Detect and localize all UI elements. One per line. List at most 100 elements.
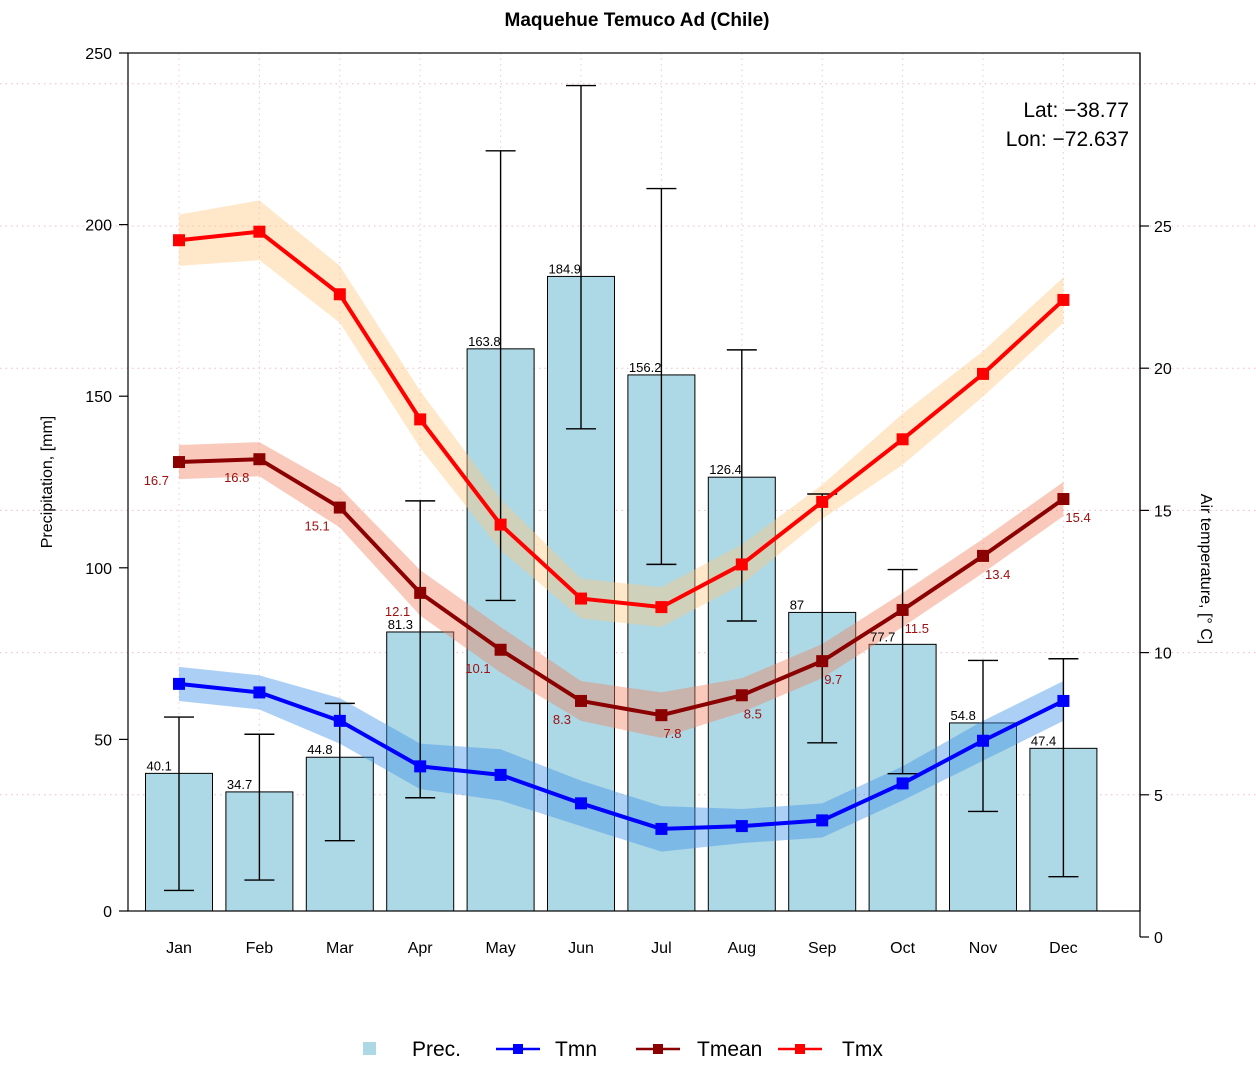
x-tick-label: Oct: [890, 940, 915, 957]
y-right-tick-label: 20: [1154, 361, 1172, 378]
tmean-value-label: 8.3: [553, 712, 571, 727]
chart-title: Maquehue Temuco Ad (Chile): [505, 10, 770, 31]
x-tick-label: Dec: [1049, 940, 1077, 957]
x-tick-label: Jun: [568, 940, 594, 957]
legend-label-tmn: Tmn: [555, 1038, 597, 1061]
marker-tmn: [816, 814, 829, 827]
precip-value-label: 47.4: [1031, 733, 1056, 748]
marker-tmx: [655, 601, 668, 614]
line-tmx: [178, 229, 1065, 610]
marker-tmx: [173, 234, 185, 247]
precip-value-label: 87: [790, 597, 804, 612]
marker-tmn: [414, 760, 427, 773]
marker-tmx: [494, 518, 507, 531]
marker-tmn: [333, 714, 346, 727]
marker-tmean: [494, 643, 507, 656]
marker-tmx: [1057, 293, 1070, 306]
legend: Prec. Tmn Tmean Tmx: [363, 1038, 883, 1061]
marker-tmn: [896, 777, 909, 790]
x-tick-label: Jul: [651, 940, 671, 957]
marker-tmx: [333, 288, 346, 301]
marker-tmean: [575, 694, 587, 707]
lines-layer: [173, 225, 1070, 835]
marker-tmx: [735, 558, 748, 571]
y-left-tick-label: 250: [85, 46, 112, 63]
lon-annotation: Lon: −72.637: [1006, 128, 1129, 151]
tmean-value-label: 15.1: [304, 519, 329, 534]
y-right-tick-label: 5: [1154, 788, 1163, 805]
marker-tmn: [173, 677, 185, 690]
bands-layer: [179, 200, 1064, 852]
x-tick-label: Feb: [246, 940, 274, 957]
y-left-tick-label: 200: [85, 218, 112, 235]
legend-marker-tmean: [653, 1044, 663, 1054]
x-tick-label: Nov: [969, 940, 997, 957]
marker-tmn: [253, 686, 266, 699]
lat-annotation: Lat: −38.77: [1023, 99, 1129, 122]
marker-tmean: [333, 501, 346, 514]
marker-tmean: [816, 655, 829, 668]
axes-layer: 0 50 100 150 200 250 0 5 10 15 20 25 Jan Feb Mar Apr May…: [85, 46, 1172, 957]
x-tick-label: Apr: [408, 940, 434, 957]
precip-value-label: 77.7: [870, 629, 895, 644]
tmean-value-label: 16.8: [224, 470, 249, 485]
legend-marker-tmn: [513, 1044, 523, 1054]
tmean-value-label: 10.1: [465, 661, 490, 676]
legend-label-tmx: Tmx: [842, 1038, 883, 1061]
tmean-value-label: 8.5: [744, 706, 762, 721]
y-right-label: Air temperature, [° C]: [1197, 494, 1214, 644]
marker-tmean: [414, 586, 427, 599]
marker-tmn: [655, 822, 668, 835]
band-tmn: [179, 666, 1064, 852]
x-tick-label: Sep: [808, 940, 837, 957]
band-tmean: [179, 442, 1064, 738]
precip-value-label: 156.2: [629, 360, 662, 375]
x-tick-label: Aug: [728, 940, 756, 957]
legend-label-prec: Prec.: [412, 1038, 461, 1061]
marker-tmx: [253, 225, 266, 238]
line-tmean: [178, 457, 1065, 718]
precip-value-label: 54.8: [951, 708, 976, 723]
marker-tmean: [735, 689, 748, 702]
marker-tmean: [1057, 493, 1070, 506]
y-left-tick-label: 100: [85, 561, 112, 578]
tmean-value-label: 12.1: [385, 604, 410, 619]
marker-tmx: [977, 367, 989, 380]
marker-tmn: [575, 797, 587, 810]
value-labels-layer: 40.1 34.7 44.8 81.3 163.8 184.9 156.2 126.4 87 77…: [144, 261, 1091, 791]
marker-tmean: [896, 603, 909, 616]
y-left-tick-label: 50: [94, 732, 112, 749]
precip-value-label: 163.8: [468, 334, 501, 349]
marker-tmn: [977, 734, 989, 747]
marker-tmn: [1057, 694, 1070, 707]
legend-label-tmean: Tmean: [697, 1038, 762, 1061]
tmean-value-label: 15.4: [1065, 510, 1090, 525]
marker-tmn: [494, 768, 507, 781]
tmean-value-label: 9.7: [824, 672, 842, 687]
marker-tmx: [414, 413, 427, 426]
y-right-tick-label: 15: [1154, 503, 1172, 520]
x-tick-label: May: [485, 940, 515, 957]
marker-tmn: [735, 820, 748, 833]
y-left-tick-label: 150: [85, 389, 112, 406]
tmean-value-label: 11.5: [905, 621, 929, 636]
y-left-label: Precipitation, [mm]: [39, 416, 56, 548]
precip-value-label: 81.3: [388, 617, 413, 632]
marker-tmx: [575, 592, 587, 605]
marker-tmean: [173, 456, 185, 469]
marker-tmx: [896, 433, 909, 446]
precip-value-label: 40.1: [147, 758, 172, 773]
y-right-tick-label: 25: [1154, 219, 1172, 236]
precip-value-label: 184.9: [549, 261, 582, 276]
legend-marker-tmx: [795, 1044, 805, 1054]
marker-tmean: [253, 453, 266, 466]
y-right-tick-label: 10: [1154, 646, 1172, 663]
tmean-value-label: 13.4: [985, 567, 1010, 582]
precip-value-label: 34.7: [227, 777, 252, 792]
marker-tmean: [655, 709, 668, 722]
marker-tmean: [977, 549, 989, 562]
band-tmx: [179, 200, 1064, 628]
legend-swatch-prec: [363, 1042, 376, 1055]
